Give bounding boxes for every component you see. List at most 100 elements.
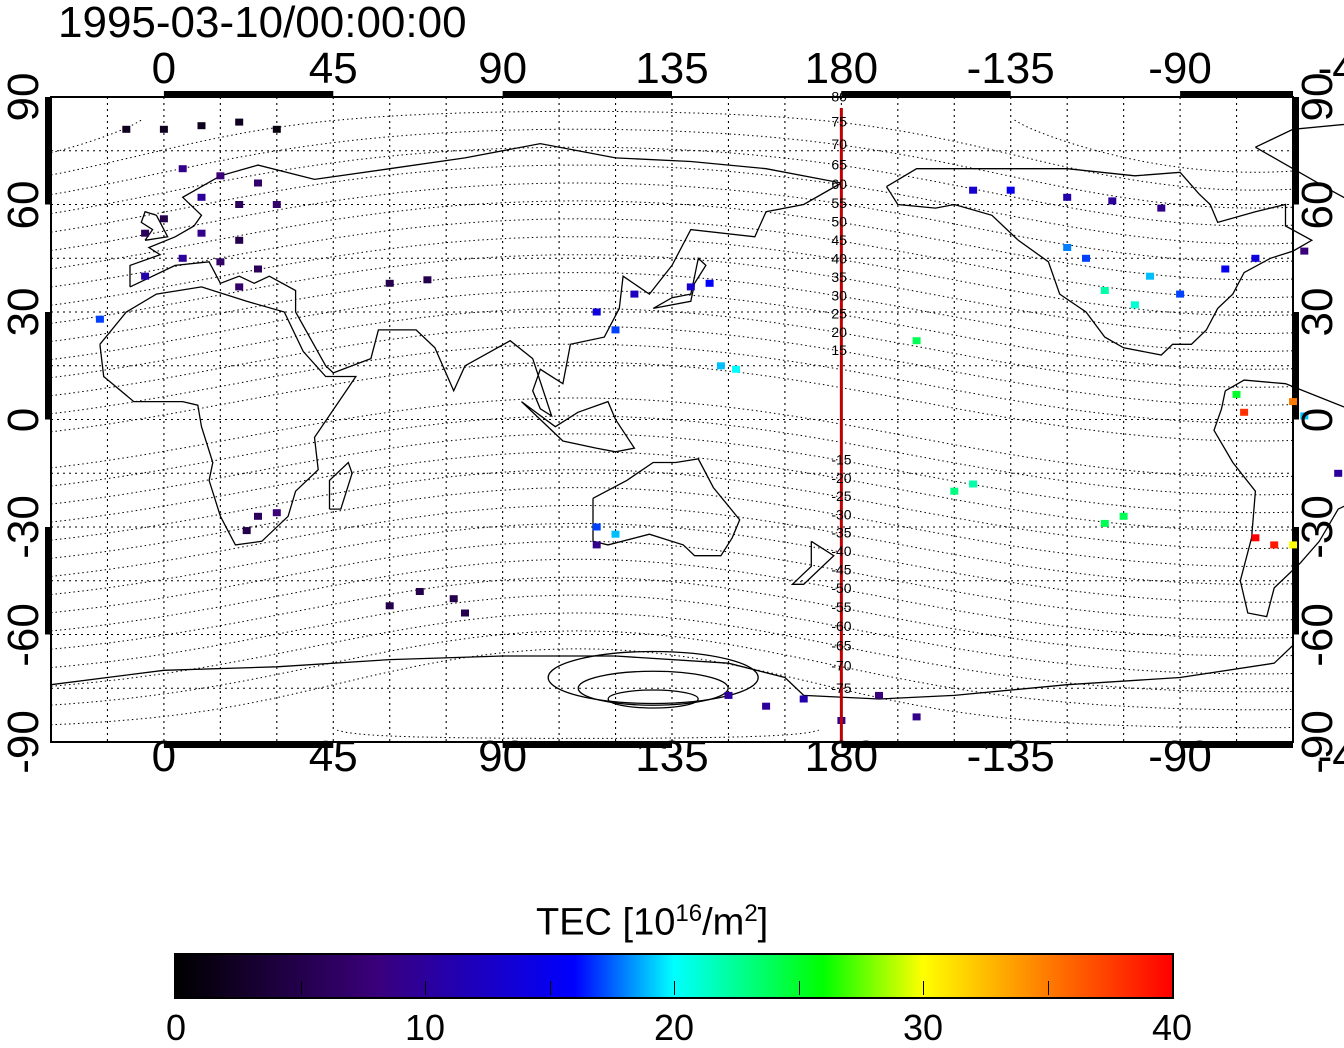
tec-cell: [1270, 541, 1279, 549]
geomag-label: 15: [831, 342, 847, 358]
map-title: 1995-03-10/00:00:00: [58, 0, 467, 47]
tec-cell: [1157, 204, 1166, 212]
geomag-label: -25: [831, 488, 851, 504]
tec-cell: [1119, 512, 1128, 520]
geomag-label: -50: [831, 580, 851, 596]
coast-eurasia: [129, 142, 844, 418]
frame-bar-top: [1180, 91, 1293, 97]
tec-cell: [141, 229, 150, 237]
frame-bar-right: [1293, 312, 1299, 420]
bottom-lon-tick: -135: [966, 732, 1055, 781]
coast-new-zealand: [790, 540, 835, 585]
tec-cell: [461, 609, 469, 617]
tec-cell: [254, 265, 262, 273]
geomag-label: -70: [831, 658, 851, 674]
geomag-contour: [50, 522, 1294, 603]
geomag-contour: [50, 146, 1294, 227]
geomag-contour: [50, 505, 1294, 585]
geomag-label: 50: [831, 214, 847, 230]
geomag-label: -15: [831, 452, 851, 468]
geomag-contour: [50, 540, 1294, 621]
geomag-label: 60: [831, 176, 847, 192]
tec-cell: [1063, 193, 1072, 201]
tec-cell: [686, 283, 695, 291]
tec-cell: [1146, 272, 1154, 280]
tec-cell: [242, 527, 251, 535]
tec-cell: [630, 290, 639, 298]
geomag-contour: [50, 451, 1294, 532]
geomag-contour: [50, 307, 1294, 388]
geomag-contour: [50, 182, 1294, 263]
geomag-label: 65: [831, 156, 847, 172]
tec-cell: [235, 201, 244, 208]
coast-north-america: [885, 168, 1314, 356]
coast-antarctica: [50, 643, 1294, 700]
frame-bar-top: [502, 91, 672, 97]
geomag-label: 20: [831, 324, 847, 340]
geomag-label: -40: [831, 543, 851, 559]
geomag-contour: [50, 254, 1294, 334]
geomag-contour: [50, 487, 1294, 567]
colorbar-minor-tick: [1047, 981, 1049, 995]
tec-cell: [1251, 534, 1260, 542]
tec-cell: [969, 480, 978, 488]
tec-cell: [449, 595, 458, 603]
coast-japan: [652, 257, 707, 310]
tec-cell: [178, 165, 187, 173]
geomag-label: -55: [831, 599, 851, 615]
geomag-label: 70: [831, 136, 847, 152]
tec-cell: [159, 215, 168, 223]
tec-cell: [385, 279, 394, 287]
geomag-label: 40: [831, 251, 847, 267]
tec-cell: [178, 254, 187, 262]
tec-cell: [122, 125, 131, 133]
tec-cell: [1063, 244, 1072, 251]
tec-cell: [423, 276, 432, 284]
tec-cell: [1100, 519, 1109, 527]
colorbar-tick-label: 10: [404, 1007, 446, 1048]
geomagnetic-contours: [50, 110, 1294, 739]
tec-cell: [197, 122, 206, 130]
frame-bar-left: [45, 97, 51, 205]
geomag-contour: [50, 128, 1294, 209]
tec-cell: [235, 283, 244, 291]
tec-cell: [141, 272, 150, 280]
bottom-lon-tick: 45: [308, 732, 358, 781]
colorbar-minor-tick: [923, 981, 924, 995]
top-lon-tick: 90: [478, 44, 528, 93]
frame-bar-top: [163, 91, 334, 97]
top-lon-tick: 45: [308, 44, 358, 93]
colorbar-title: TEC [1016/m2]: [536, 900, 769, 944]
tec-cell: [1289, 541, 1297, 549]
tec-cell: [254, 179, 262, 187]
geomag-label: -45: [831, 562, 851, 578]
tec-cell: [611, 530, 620, 538]
tec-cell: [724, 691, 733, 699]
tec-cell: [1130, 301, 1139, 309]
geomag-label: -35: [831, 525, 851, 541]
coastlines: [50, 123, 1344, 700]
tec-cell: [235, 236, 244, 244]
top-lon-tick: -45: [1317, 44, 1344, 93]
tec-cell: [235, 118, 244, 126]
geomag-contour: [50, 325, 1294, 406]
geomag-contour: [50, 612, 1294, 693]
top-lon-tick: 135: [635, 44, 709, 93]
frame-bars: [45, 91, 1299, 748]
geomag-contour: [50, 397, 1294, 478]
geomag-label: 30: [831, 287, 847, 303]
geomag-pole-oval: [607, 689, 699, 709]
tec-cells: [95, 118, 1343, 724]
tec-cell: [1176, 290, 1185, 298]
geomag-contour: [50, 200, 1294, 281]
geomag-label: -30: [831, 506, 851, 522]
right-lat-tick: -90: [1293, 710, 1342, 774]
geomag-contour: [50, 415, 1294, 496]
tec-cell: [716, 362, 725, 370]
top-lon-tick: -135: [966, 44, 1055, 93]
geomag-contour: [50, 343, 1294, 424]
frame-bar-bottom: [163, 742, 334, 748]
tec-cell: [1334, 469, 1343, 477]
tec-cell: [1082, 254, 1090, 262]
colorbar-minor-tick: [549, 981, 551, 995]
